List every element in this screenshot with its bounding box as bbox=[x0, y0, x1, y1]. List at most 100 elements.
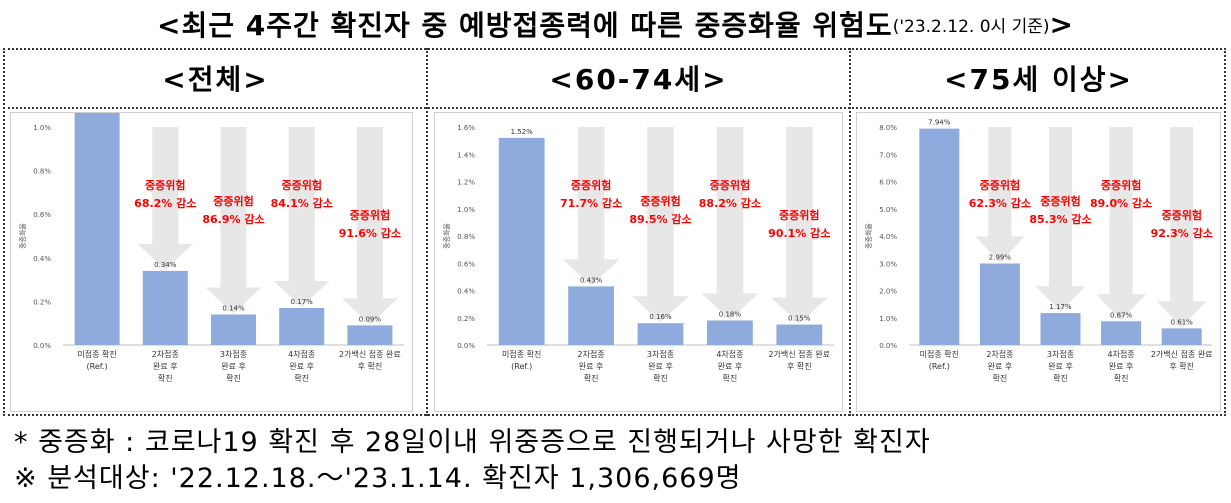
y-tick-label: 1.2% bbox=[457, 179, 475, 187]
bar bbox=[74, 113, 120, 346]
x-tick-label: 4차접종 bbox=[716, 349, 743, 359]
reduction-value: 88.2% 감소 bbox=[699, 196, 761, 210]
bar-value-label: 0.18% bbox=[719, 310, 742, 318]
y-tick-label: 0.4% bbox=[457, 288, 475, 296]
reduction-value: 90.1% 감소 bbox=[768, 226, 830, 240]
reduction-label: 중증위험 bbox=[779, 208, 819, 222]
page-title: <최근 4주간 확진자 중 예방접종력에 따른 중증화율 위험도 ('23.2.… bbox=[0, 0, 1231, 48]
y-tick-label: 3.0% bbox=[879, 260, 897, 268]
y-axis-label: 중증화율 bbox=[865, 223, 873, 249]
panel-title-75-plus: <75세 이상> bbox=[944, 63, 1133, 96]
bar bbox=[1040, 313, 1081, 345]
y-tick-label: 5.0% bbox=[879, 206, 897, 214]
reduction-arrow bbox=[701, 127, 759, 320]
reduction-value: 89.5% 감소 bbox=[629, 212, 691, 226]
bar bbox=[279, 307, 325, 345]
y-tick-label: 1.4% bbox=[457, 151, 475, 159]
y-tick-label: 0.8% bbox=[33, 168, 51, 176]
bar bbox=[1101, 321, 1142, 345]
x-tick-label: 미접종 확진 bbox=[920, 349, 959, 359]
bar-value-label: 2.99% bbox=[989, 254, 1012, 262]
y-tick-label: 1.0% bbox=[879, 315, 897, 323]
chart-svg: 중증화율 0.0% 0.2% 0.4% 0.6% 0.8% 1.0% 1.2% 1.4% 1.6%… bbox=[443, 124, 834, 383]
reduction-arrow bbox=[205, 127, 262, 314]
bar-value-label: 1.52% bbox=[511, 128, 534, 136]
bar-value-label: 7.94% bbox=[928, 119, 951, 127]
x-tick-label: 확진 bbox=[653, 373, 668, 383]
y-tick-label: 4.0% bbox=[879, 233, 897, 241]
reduction-value: 71.7% 감소 bbox=[560, 196, 622, 210]
title-close: > bbox=[1049, 7, 1074, 41]
y-tick-label: 6.0% bbox=[879, 179, 897, 187]
x-tick-label: (Ref.) bbox=[511, 362, 532, 371]
x-tick-label: 완료 후 bbox=[221, 362, 246, 371]
y-tick-label: 0.2% bbox=[33, 298, 51, 306]
x-tick-label: 완료 후 bbox=[648, 362, 673, 371]
reduction-value: 86.9% 감소 bbox=[202, 212, 264, 226]
reduction-label: 중증위험 bbox=[1101, 178, 1141, 192]
x-tick-label: 완료 후 bbox=[289, 362, 314, 371]
y-tick-label: 1.0% bbox=[457, 206, 475, 214]
x-tick-label: 확진 bbox=[1114, 373, 1129, 383]
reduction-label: 중증위험 bbox=[980, 178, 1020, 192]
y-tick-label: 1.6% bbox=[457, 124, 475, 132]
panel-divider bbox=[849, 48, 851, 416]
bar bbox=[210, 314, 257, 345]
y-tick-label: 0.2% bbox=[457, 315, 475, 323]
x-tick-label: 확진 bbox=[993, 373, 1008, 383]
reduction-value: 92.3% 감소 bbox=[1151, 226, 1213, 240]
x-tick-label: 완료 후 bbox=[988, 362, 1013, 371]
bar bbox=[637, 323, 684, 345]
reduction-arrow bbox=[770, 127, 828, 324]
reduction-value: 62.3% 감소 bbox=[969, 196, 1031, 210]
x-tick-label: 완료 후 bbox=[1109, 362, 1134, 371]
bar-value-label: 0.87% bbox=[1110, 311, 1133, 319]
reduction-value: 84.1% 감소 bbox=[271, 196, 333, 210]
x-tick-label: (Ref.) bbox=[87, 362, 108, 371]
bar bbox=[776, 324, 823, 345]
panel-title-60-74: <60-74세> bbox=[549, 63, 728, 96]
x-tick-label: 후 확진 bbox=[1169, 361, 1194, 371]
title-main: <최근 4주간 확진자 중 예방접종력에 따른 중증화율 위험도 bbox=[157, 9, 893, 42]
bar bbox=[568, 286, 615, 345]
chart-75-plus: 중증화율 0.0% 1.0% 2.0% 3.0% 4.0% 5.0% 6.0% 7.0% 8.0%… bbox=[856, 112, 1221, 412]
panel-title-total: <전체> bbox=[162, 63, 269, 96]
y-tick-label: 8.0% bbox=[879, 124, 897, 132]
reduction-arrow bbox=[1035, 127, 1086, 313]
reduction-value: 89.0% 감소 bbox=[1090, 196, 1152, 210]
bar-value-label: 0.17% bbox=[291, 298, 314, 306]
x-tick-label: 완료 후 bbox=[579, 362, 604, 371]
bar-value-label: 0.43% bbox=[580, 276, 603, 284]
y-tick-label: 7.0% bbox=[879, 151, 897, 159]
reduction-value: 85.3% 감소 bbox=[1029, 212, 1091, 226]
x-tick-label: 미접종 확진 bbox=[502, 349, 541, 359]
y-tick-label: 0.8% bbox=[457, 233, 475, 241]
bar-value-label: 0.14% bbox=[222, 304, 245, 312]
y-tick-label: 0.0% bbox=[879, 342, 897, 350]
bar bbox=[142, 270, 188, 345]
y-tick-label: 0.4% bbox=[33, 255, 51, 263]
x-tick-label: 완료 후 bbox=[1048, 362, 1073, 371]
x-tick-label: 3차접종 bbox=[647, 349, 674, 359]
y-tick-label: 0.6% bbox=[457, 260, 475, 268]
reduction-label: 중증위험 bbox=[1040, 194, 1080, 208]
y-tick-label: 1.0% bbox=[33, 124, 51, 132]
reduction-label: 중증위험 bbox=[1161, 208, 1201, 222]
x-tick-label: 확진 bbox=[158, 373, 173, 383]
x-tick-label: 확진 bbox=[1053, 373, 1068, 383]
reduction-arrow bbox=[273, 127, 330, 307]
reduction-label: 중증위험 bbox=[710, 178, 750, 192]
x-tick-label: 2차접종 bbox=[578, 349, 605, 359]
x-tick-label: 확진 bbox=[226, 373, 241, 383]
x-tick-label: 후 확진 bbox=[358, 361, 383, 371]
bar-value-label: 0.34% bbox=[154, 261, 177, 269]
x-tick-label: 확진 bbox=[294, 373, 309, 383]
x-tick-label: 확진 bbox=[584, 373, 599, 383]
x-tick-label: 미접종 확진 bbox=[77, 349, 116, 359]
reduction-label: 중증위험 bbox=[571, 178, 611, 192]
reduction-arrow bbox=[1156, 127, 1207, 328]
bar bbox=[979, 263, 1020, 345]
reduction-arrow bbox=[341, 127, 398, 325]
